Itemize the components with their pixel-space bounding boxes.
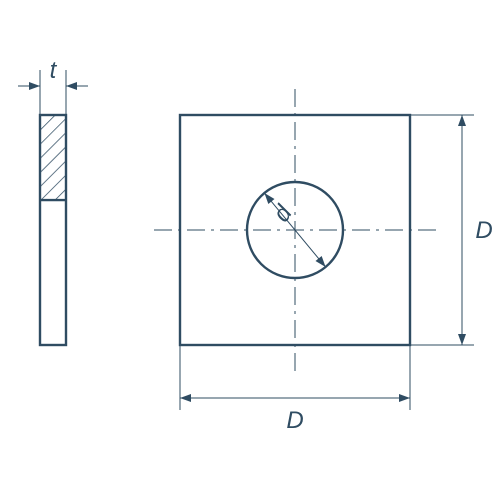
dim-label-d-vertical: D bbox=[475, 217, 492, 244]
dim-label-d-horizontal: D bbox=[286, 407, 303, 434]
side-view bbox=[40, 115, 66, 345]
dim-label-d: d bbox=[268, 200, 298, 227]
dim-label-t: t bbox=[50, 57, 58, 84]
